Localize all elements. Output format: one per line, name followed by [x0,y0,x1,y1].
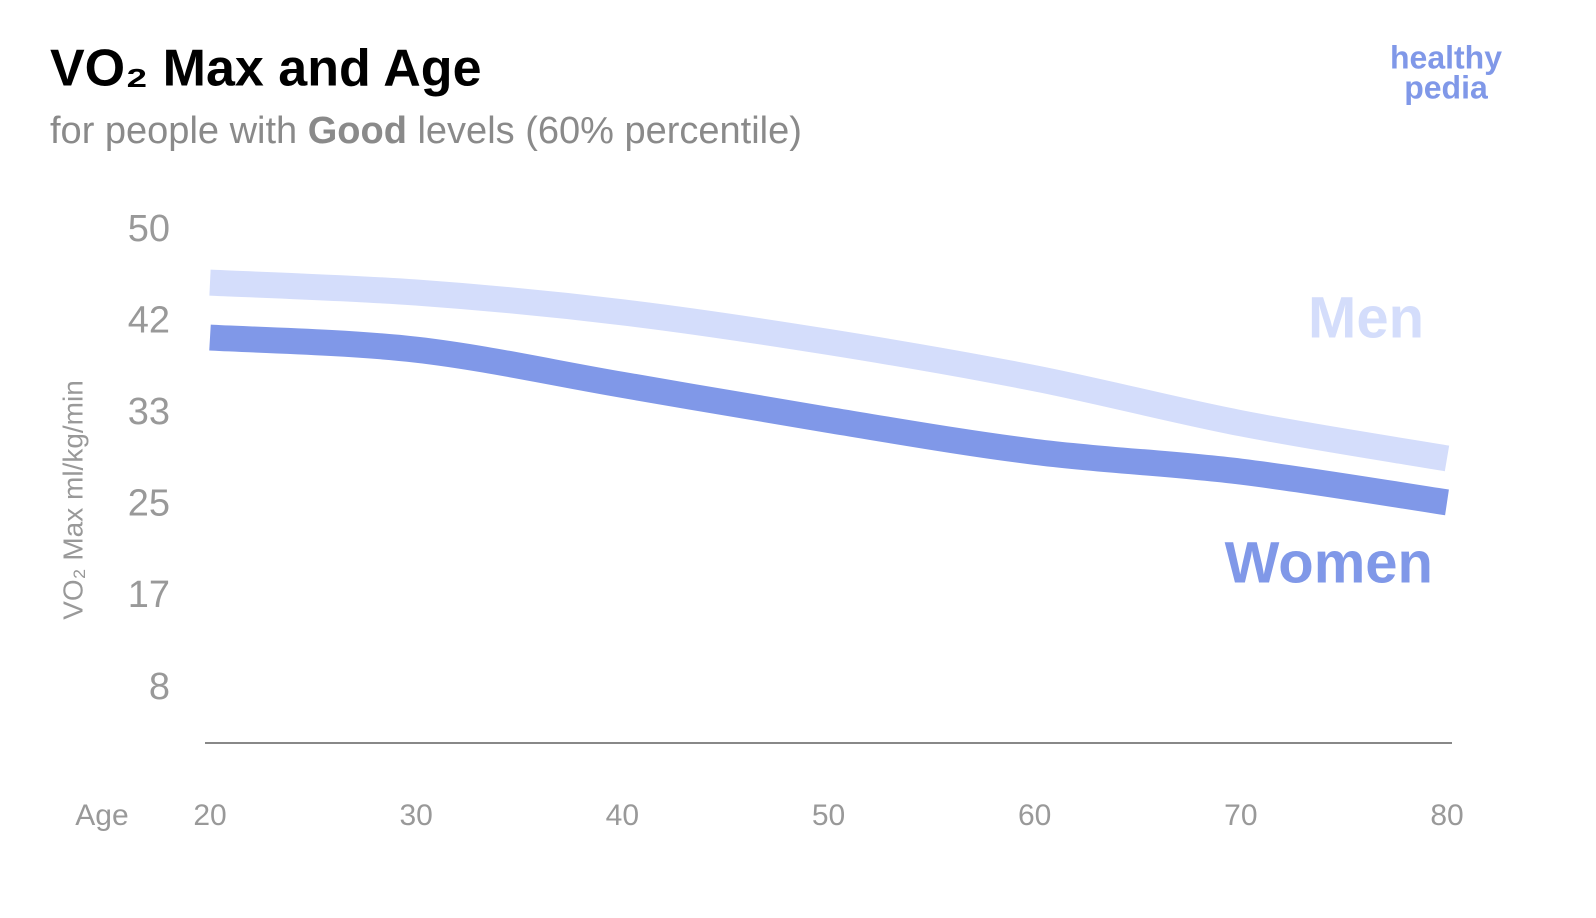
y-axis-label: VO₂ Max ml/kg/min [57,380,88,620]
subtitle-part: Good [308,110,407,152]
x-tick-label: 20 [193,799,226,832]
y-tick-label: 50 [128,208,170,250]
logo-text: pedia [1404,69,1488,105]
x-tick-label: 30 [399,799,432,832]
y-tick-label: 8 [149,666,170,708]
y-tick-label: 42 [128,300,170,342]
series-line [209,324,1449,516]
x-tick-label: 80 [1430,799,1463,832]
chart-title: VO₂ Max and Age [50,40,482,98]
y-tick-label: 17 [128,574,170,616]
legend-label: Men [1308,285,1424,350]
x-tick-label: 60 [1018,799,1051,832]
logo-text: healthy [1390,39,1502,75]
legend-label: Women [1225,530,1433,595]
subtitle-part: levels (60% percentile) [407,110,802,152]
x-axis-label: Age [75,799,128,832]
x-tick-label: 40 [606,799,639,832]
chart-subtitle: for people with Good levels (60% percent… [50,110,802,152]
subtitle-part: for people with [50,110,308,152]
y-tick-label: 25 [128,483,170,525]
x-tick-label: 70 [1224,799,1257,832]
x-tick-label: 50 [812,799,845,832]
y-tick-label: 33 [128,391,170,433]
series-line [209,269,1450,472]
